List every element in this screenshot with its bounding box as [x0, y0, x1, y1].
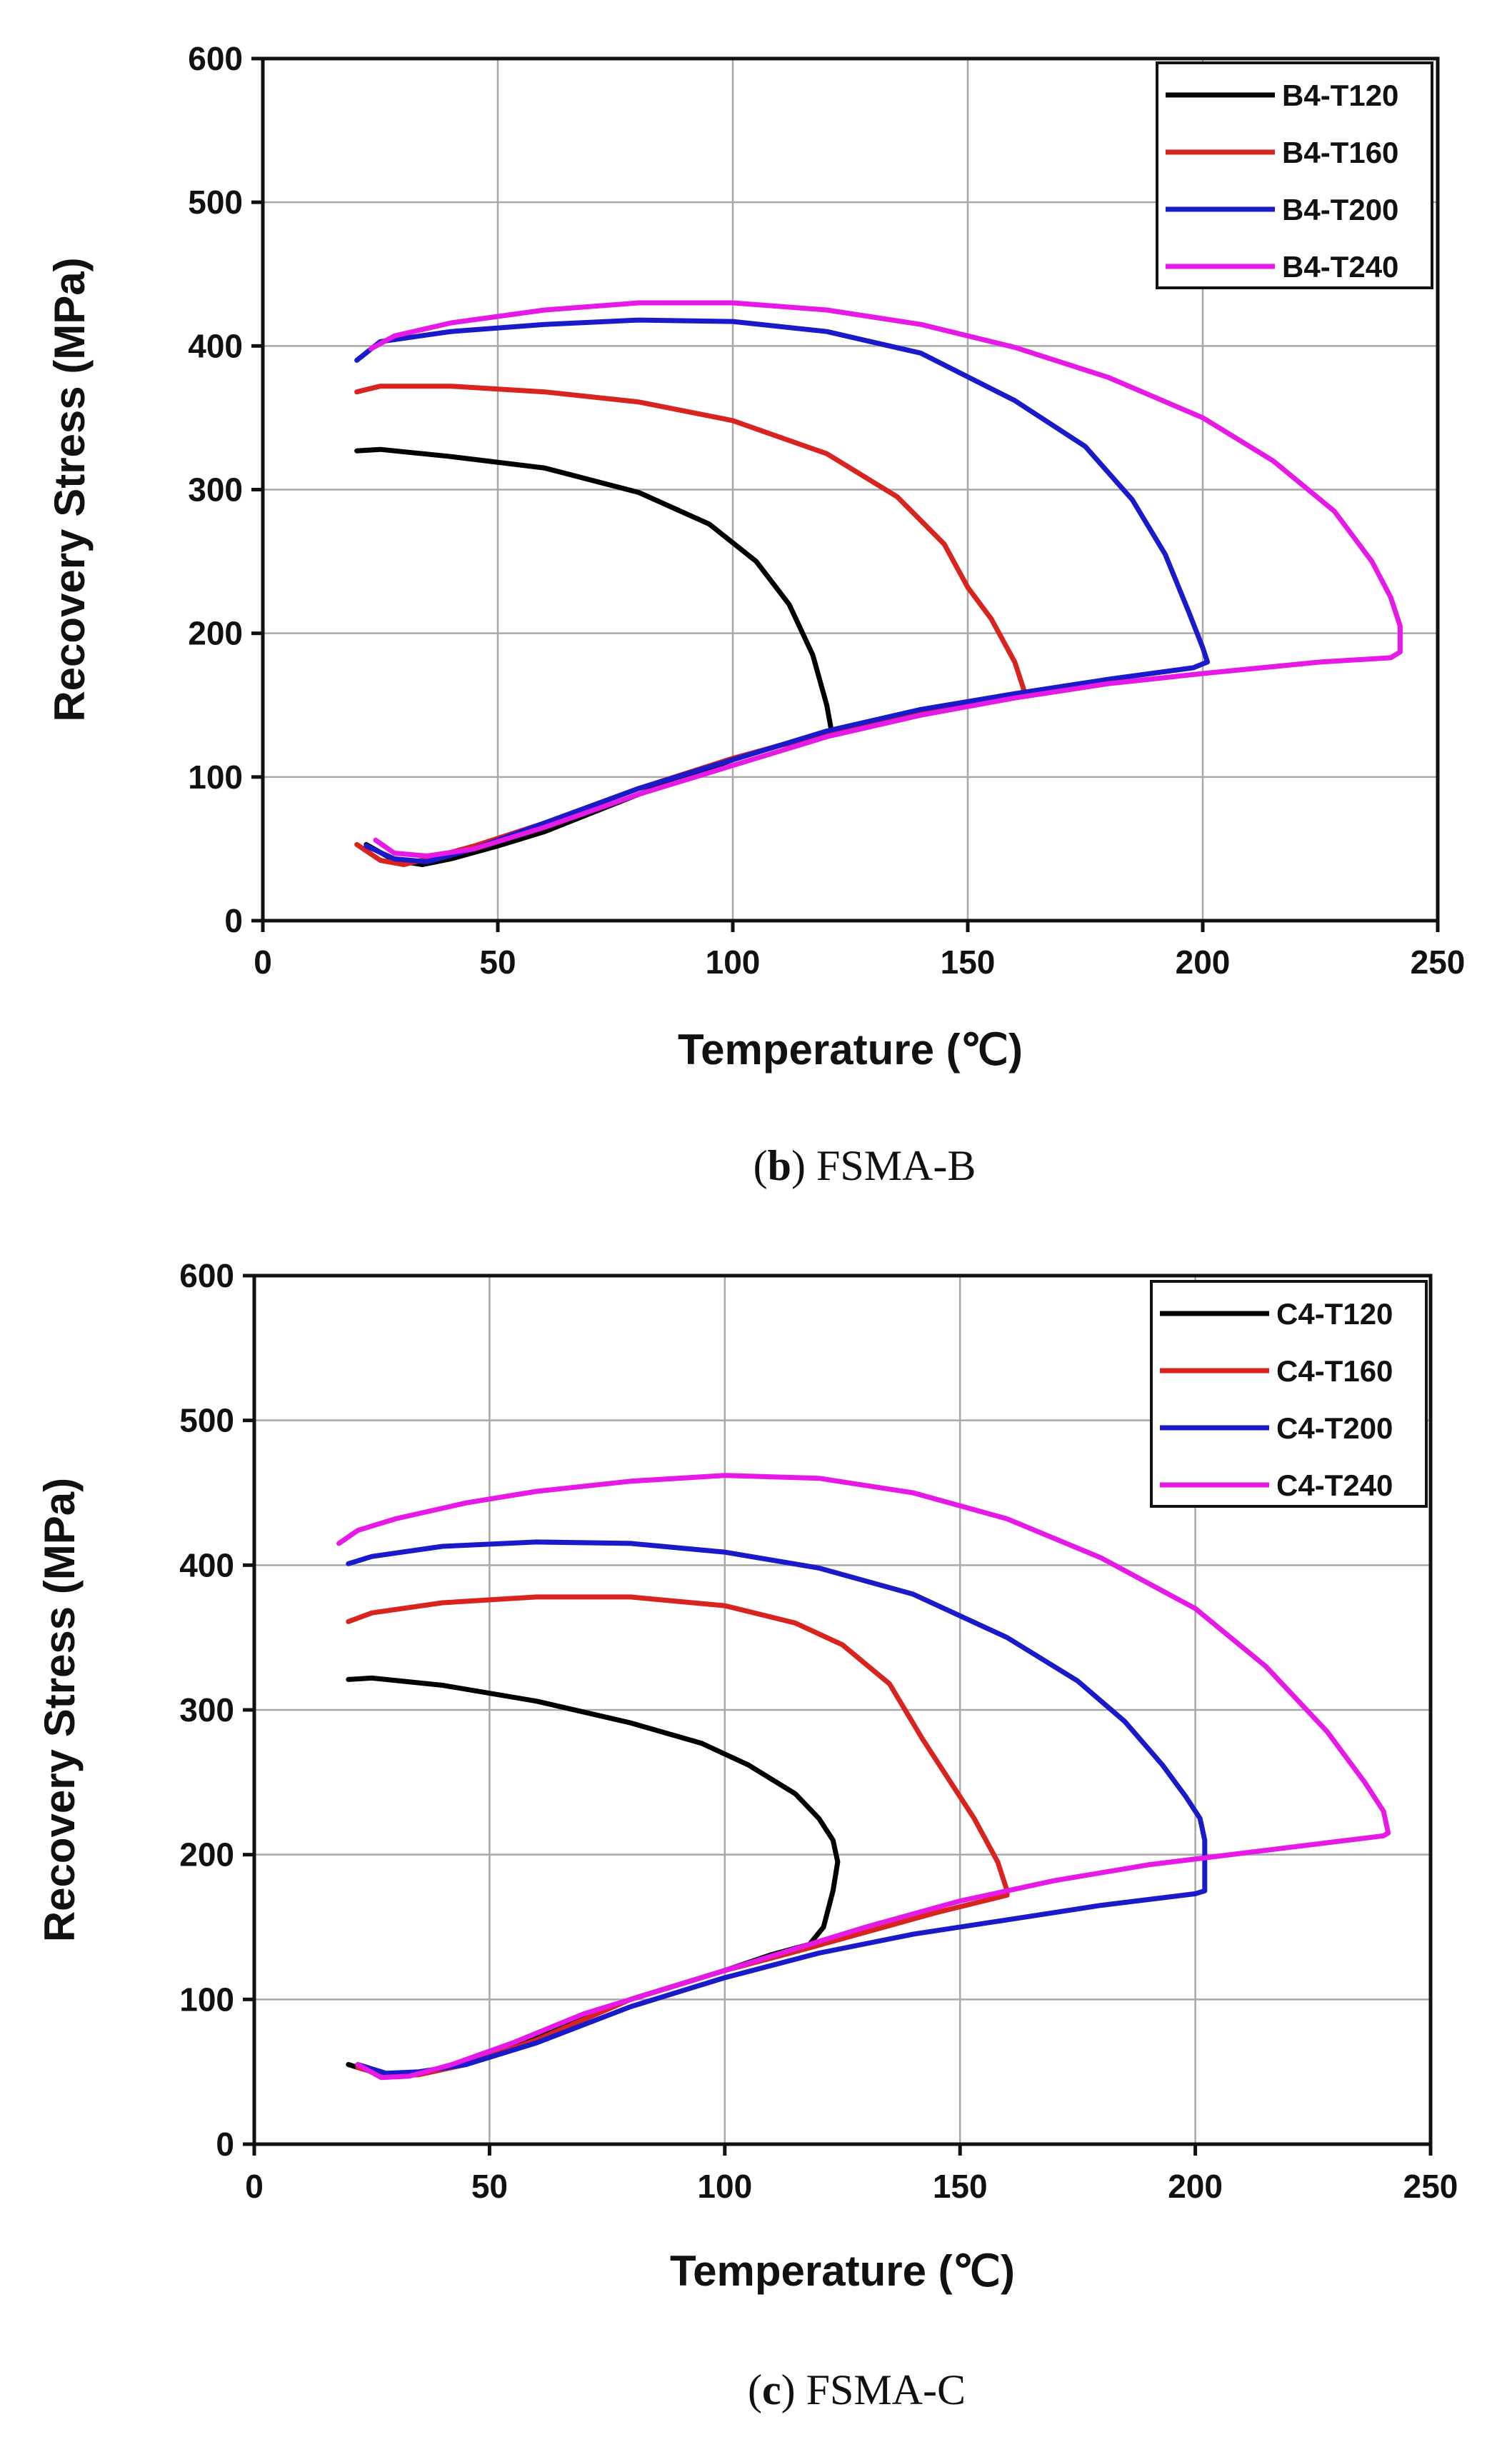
caption-paren-close: ) — [781, 2366, 806, 2413]
y-tick-label: 0 — [216, 2126, 234, 2163]
legend-label-c4-t200: C4-T200 — [1276, 1411, 1393, 1445]
y-tick-label: 0 — [224, 902, 243, 939]
x-tick-label: 150 — [933, 2168, 988, 2205]
y-tick-label: 200 — [188, 615, 243, 652]
caption-paren-close: ) — [791, 1142, 816, 1189]
series-line-b4-t200 — [354, 317, 1211, 864]
x-tick-label: 50 — [479, 944, 516, 981]
x-axis-title: Temperature (℃) — [678, 1026, 1023, 1074]
x-tick-label: 100 — [706, 944, 761, 981]
series-line-c4-t240 — [336, 1473, 1391, 2081]
y-tick-label: 500 — [188, 184, 243, 221]
legend-label-b4-t160: B4-T160 — [1282, 136, 1398, 169]
x-tick-label: 0 — [254, 944, 272, 981]
legend-label-c4-t120: C4-T120 — [1276, 1297, 1393, 1331]
y-axis-title: Recovery Stress (MPa) — [36, 1478, 84, 1942]
caption-letter: b — [768, 1142, 791, 1189]
x-tick-label: 50 — [471, 2168, 508, 2205]
y-tick-label: 200 — [179, 1836, 234, 1873]
series-line-b4-t240 — [368, 300, 1403, 859]
x-tick-label: 100 — [697, 2168, 752, 2205]
x-tick-label: 0 — [245, 2168, 264, 2205]
y-tick-label: 100 — [179, 1981, 234, 2018]
y-tick-label: 400 — [188, 327, 243, 364]
chart-panel-c: 0 50 100 150 200 250 0 100 200 300 400 500 600 Temper… — [36, 1257, 1458, 2413]
legend-label-c4-t240: C4-T240 — [1276, 1468, 1393, 1502]
x-tick-label: 150 — [941, 944, 996, 981]
chart-panel-b: 0 50 100 150 200 250 0 100 200 300 400 500 600 Temper… — [46, 40, 1465, 1189]
y-tick-label: 300 — [188, 471, 243, 509]
y-tick-label: 400 — [179, 1546, 234, 1583]
caption-paren-open: ( — [754, 1142, 768, 1189]
legend: B4-T120 B4-T160 B4-T200 B4-T240 — [1156, 61, 1433, 289]
legend-label-b4-t200: B4-T200 — [1282, 193, 1398, 226]
x-tick-label: 200 — [1176, 944, 1231, 981]
caption-paren-open: ( — [748, 2366, 762, 2413]
legend-box — [1150, 1280, 1428, 1508]
legend-label-c4-t160: C4-T160 — [1276, 1354, 1393, 1388]
figure-caption: (c) FSMA-C — [748, 2366, 966, 2413]
y-tick-label: 600 — [188, 40, 243, 77]
y-tick-label: 500 — [179, 1402, 234, 1439]
x-tick-label: 250 — [1411, 944, 1466, 981]
figure-caption: (b) FSMA-B — [754, 1142, 976, 1189]
x-tick-label: 250 — [1403, 2168, 1458, 2205]
caption-letter: c — [762, 2366, 781, 2413]
series-line-c4-t200 — [346, 1539, 1208, 2076]
y-axis-title: Recovery Stress (MPa) — [46, 257, 94, 721]
x-axis-title: Temperature (℃) — [670, 2247, 1015, 2295]
x-tick-label: 200 — [1168, 2168, 1223, 2205]
legend: C4-T120 C4-T160 C4-T200 C4-T240 — [1150, 1280, 1428, 1508]
y-tick-label: 600 — [179, 1257, 234, 1294]
y-tick-label: 300 — [179, 1691, 234, 1728]
legend-label-b4-t240: B4-T240 — [1282, 250, 1398, 284]
caption-text: FSMA-B — [816, 1142, 976, 1189]
caption-text: FSMA-C — [806, 2366, 966, 2413]
legend-label-b4-t120: B4-T120 — [1282, 79, 1398, 112]
y-tick-label: 100 — [188, 759, 243, 796]
legend-box — [1156, 61, 1433, 289]
